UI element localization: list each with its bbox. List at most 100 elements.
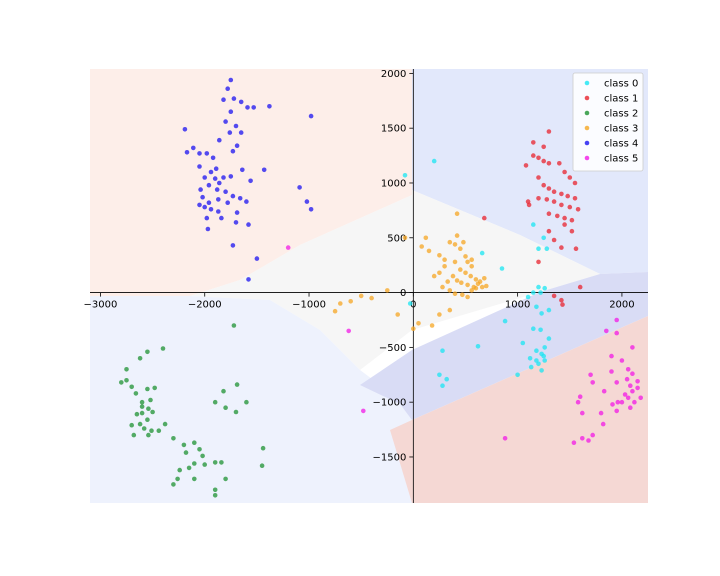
point-class-1 [573,246,579,251]
point-class-2 [145,417,150,423]
point-class-1 [546,186,552,191]
point-class-0 [546,336,552,341]
point-class-4 [230,243,236,248]
legend-label: class 0 [604,79,638,90]
point-class-2 [137,356,143,361]
point-class-4 [202,204,207,210]
point-class-4 [240,167,245,173]
point-class-4 [234,210,240,215]
point-class-0 [546,307,552,313]
point-class-5 [361,408,366,414]
point-class-3 [411,326,416,332]
point-class-1 [577,284,583,290]
point-class-4 [204,151,210,156]
point-class-2 [197,447,202,452]
point-class-4 [254,256,260,261]
point-class-2 [146,406,151,412]
point-class-1 [562,169,567,175]
point-class-5 [619,358,625,363]
point-class-4 [213,166,219,171]
point-class-2 [212,487,218,493]
x-tick-label: −2000 [188,300,222,311]
point-class-1 [575,207,581,212]
point-class-1 [536,175,541,180]
point-class-1 [562,215,567,221]
point-class-2 [171,436,176,441]
legend-marker [584,95,590,101]
point-class-3 [369,295,374,301]
point-class-1 [551,293,557,299]
point-class-2 [124,367,129,372]
point-class-0 [542,358,547,363]
point-class-5 [614,408,619,414]
point-class-5 [598,410,604,416]
x-tick-label: −3000 [84,300,118,311]
point-class-0 [542,345,547,350]
point-class-2 [223,476,228,482]
point-class-1 [531,140,536,145]
point-class-2 [141,426,147,431]
legend: class 0 class 1 class 2 class 3 class 4 class… [572,72,644,172]
point-class-0 [541,353,546,359]
point-class-3 [463,270,468,276]
point-class-2 [146,432,151,438]
point-class-3 [469,288,475,293]
point-class-2 [234,382,240,387]
point-class-0 [402,173,408,178]
point-class-5 [600,421,606,427]
point-class-2 [212,399,218,405]
point-class-1 [551,199,557,204]
point-class-0 [538,290,543,295]
point-class-2 [139,410,145,416]
point-class-4 [233,220,239,225]
point-class-3 [442,257,447,263]
point-class-1 [531,153,536,158]
point-class-0 [444,376,450,382]
point-class-5 [604,328,609,334]
point-class-1 [551,189,557,194]
point-class-4 [184,150,190,155]
point-class-3 [479,284,485,290]
point-class-1 [567,204,573,210]
point-class-0 [502,318,508,324]
point-class-3 [468,273,474,279]
point-class-0 [440,383,445,389]
point-class-3 [458,267,463,272]
point-class-2 [134,411,140,417]
point-class-4 [227,130,233,135]
point-class-4 [228,77,234,83]
point-class-5 [586,438,591,443]
point-class-3 [437,312,442,317]
point-class-0 [527,356,533,361]
point-class-1 [559,191,564,197]
point-class-4 [308,207,314,212]
point-class-5 [588,372,593,378]
point-class-1 [546,161,552,166]
point-class-1 [572,180,578,186]
point-class-3 [332,308,338,314]
point-class-1 [559,245,564,250]
point-class-4 [200,194,205,200]
point-class-1 [562,222,567,227]
point-class-4 [248,178,253,184]
point-class-2 [137,421,143,427]
point-class-5 [630,371,635,377]
point-class-2 [145,349,150,355]
legend-marker [584,125,590,131]
point-class-1 [523,163,529,168]
point-class-2 [244,399,249,405]
point-class-5 [609,369,614,374]
point-class-0 [538,327,543,333]
point-class-5 [625,367,631,372]
point-class-4 [246,277,251,282]
point-class-4 [233,123,239,129]
point-class-5 [624,376,630,382]
point-class-0 [525,294,531,300]
point-class-1 [536,155,541,161]
legend-marker [584,80,590,86]
y-tick-label: −1500 [372,452,406,463]
decision-region-6 [390,316,648,503]
point-class-4 [297,185,302,190]
point-class-2 [192,476,197,482]
point-class-0 [534,358,539,363]
